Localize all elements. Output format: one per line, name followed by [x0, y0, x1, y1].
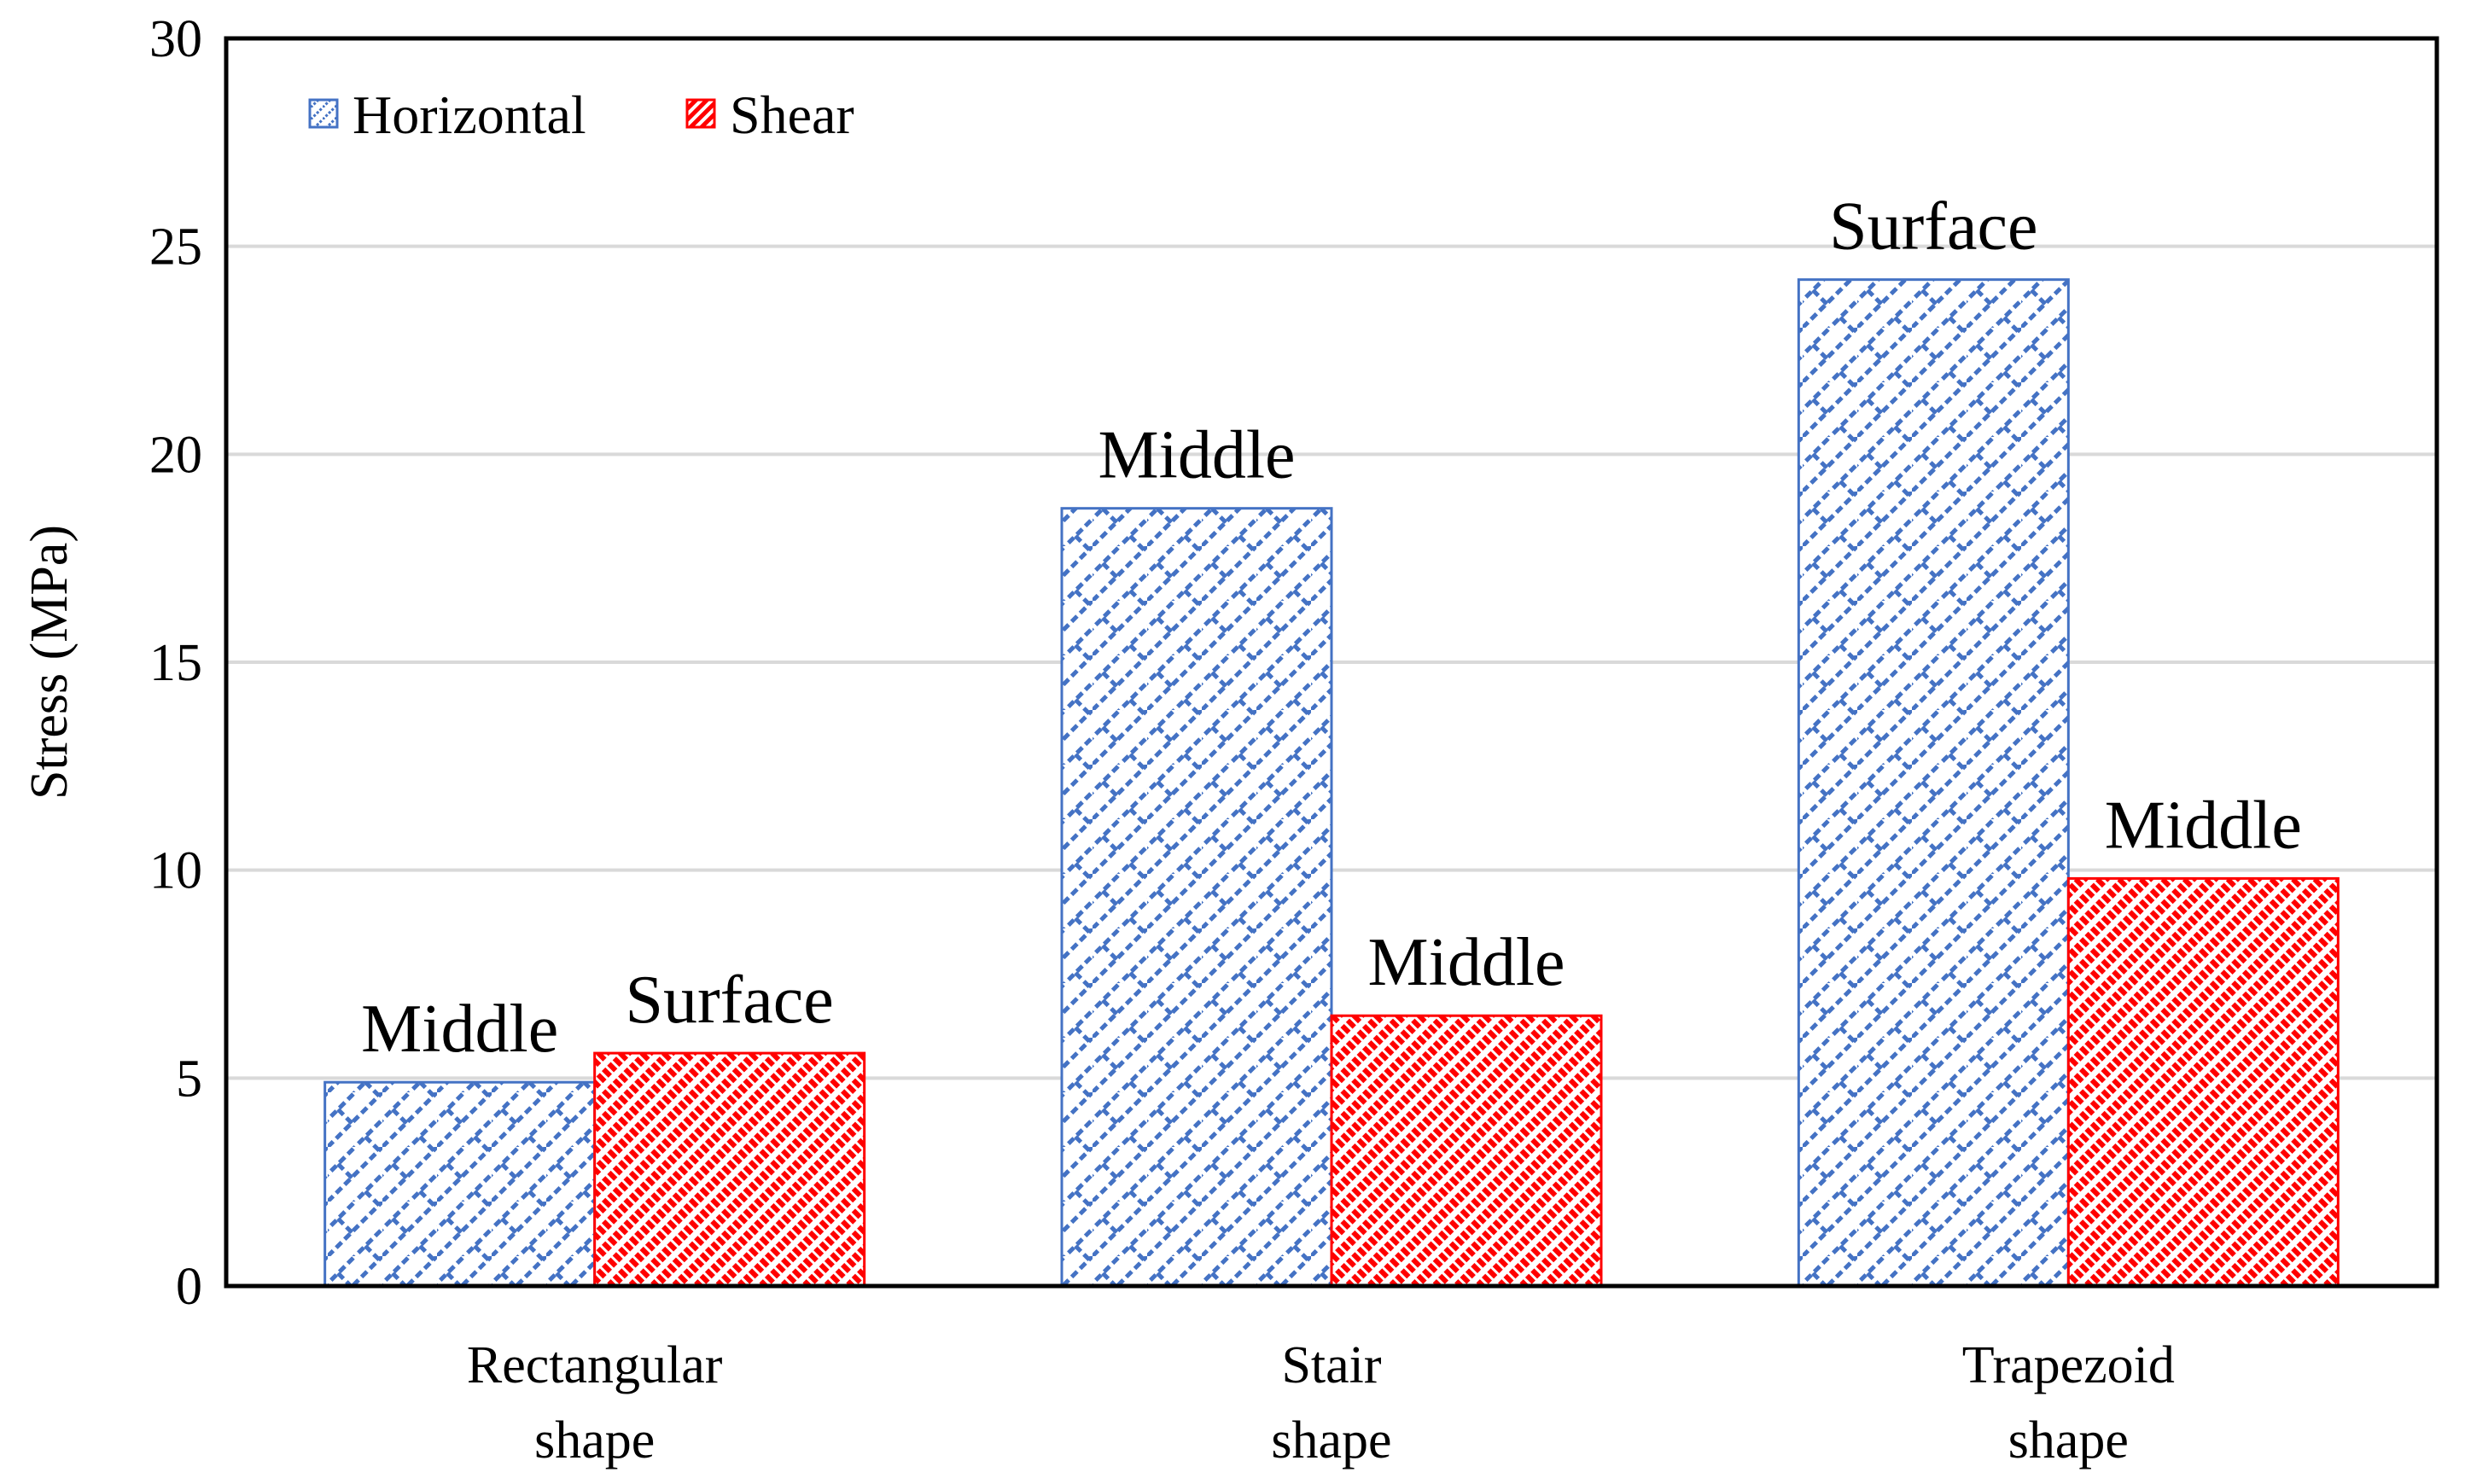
legend-swatch-horizontal	[308, 98, 339, 129]
y-tick-label-20: 20	[149, 426, 202, 484]
data-label-shear-1: Surface	[626, 963, 834, 1038]
plot-frame	[224, 36, 2439, 1289]
x-category-label-3: Trapezoid shape	[1962, 1336, 2175, 1469]
data-label-horizontal-2: Middle	[1098, 418, 1295, 493]
legend-label-shear: Shear	[730, 84, 854, 145]
data-label-shear-3: Middle	[2105, 788, 2302, 863]
x-category-label-2: Stair shape	[1271, 1336, 1391, 1469]
bar-horizontal-3	[1797, 278, 2070, 1288]
labels: 0 5 10 15 20 25 30 Middle Middle Surface Surface Mi…	[20, 10, 2302, 1469]
x-category-label-1: Rectangular shape	[467, 1336, 723, 1469]
bar-shear-2	[1330, 1014, 1603, 1288]
bars	[323, 278, 2340, 1288]
y-tick-label-10: 10	[149, 842, 202, 900]
bar-shear-3	[2066, 876, 2340, 1288]
y-tick-label-0: 0	[176, 1258, 202, 1316]
legend: Horizontal Shear	[308, 84, 854, 145]
bar-horizontal-1	[323, 1080, 597, 1288]
data-label-horizontal-3: Surface	[1829, 189, 2037, 265]
bar-horizontal-2	[1060, 507, 1333, 1288]
bar-shear-1	[593, 1051, 866, 1288]
legend-swatch-shear	[685, 98, 716, 129]
legend-label-horizontal: Horizontal	[353, 84, 586, 145]
axes	[224, 36, 2439, 1289]
data-label-shear-2: Middle	[1367, 925, 1565, 1000]
data-label-horizontal-1: Middle	[361, 992, 558, 1067]
y-tick-label-25: 25	[149, 218, 202, 276]
y-tick-label-5: 5	[176, 1050, 202, 1108]
y-axis-title: Stress (MPa)	[20, 525, 79, 800]
y-tick-label-15: 15	[149, 634, 202, 692]
y-tick-label-30: 30	[149, 10, 202, 68]
